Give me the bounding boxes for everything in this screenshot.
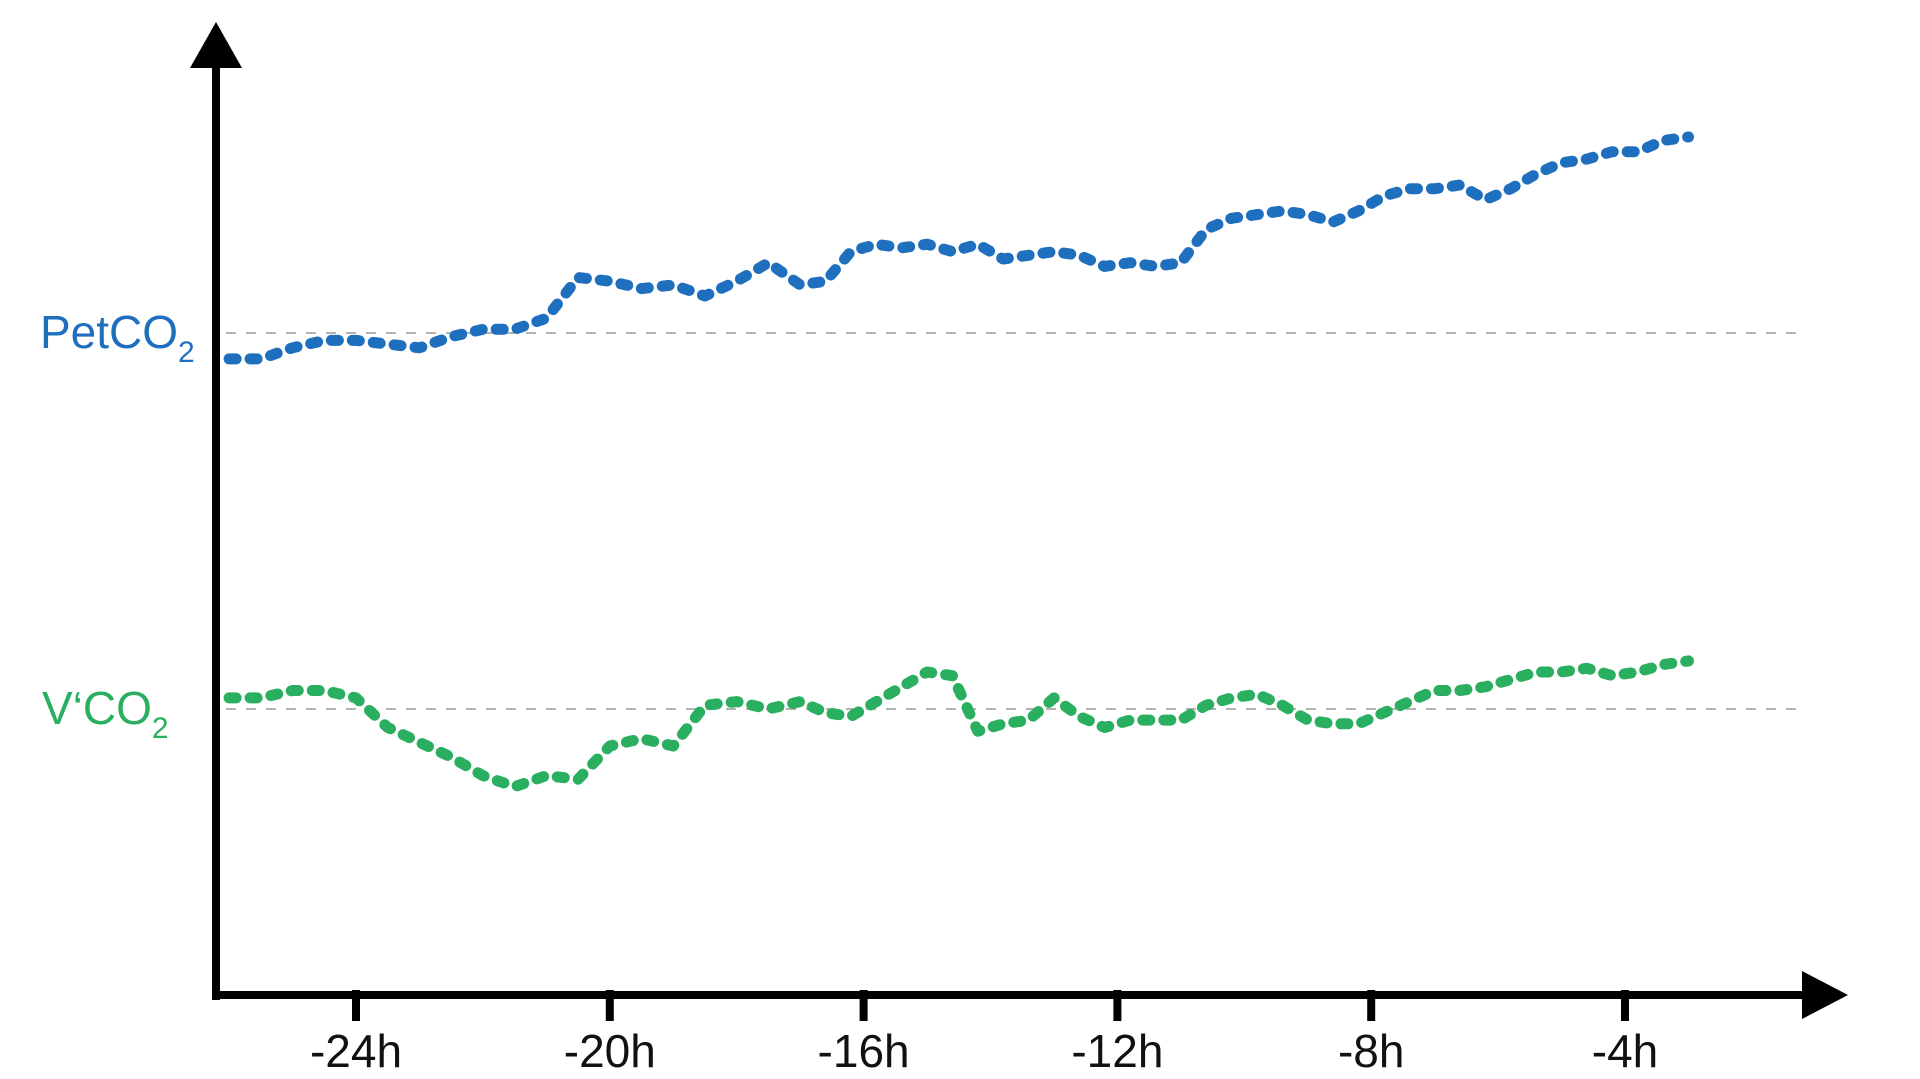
x-tick-label: -12h	[1071, 1025, 1163, 1077]
series-line-petco2	[223, 131, 1694, 365]
series-label-main: PetCO	[40, 306, 178, 358]
x-tick-label: -20h	[564, 1025, 656, 1077]
reference-lines	[226, 332, 1800, 710]
x-tick-label: -24h	[310, 1025, 402, 1077]
series-label-main: V‘CO	[42, 682, 152, 734]
series-label-subscript: 2	[178, 336, 195, 369]
series-layer	[223, 131, 1694, 793]
x-ticks: -24h -20h -16h -12h -8h -4h	[310, 990, 1658, 1077]
x-tick-label: -4h	[1592, 1025, 1658, 1077]
x-tick-label: -16h	[818, 1025, 910, 1077]
x-axis-arrowhead	[1802, 971, 1848, 1019]
x-tick-label: -8h	[1338, 1025, 1404, 1077]
series-label-vco2: V‘CO2	[42, 682, 169, 745]
series-label-petco2: PetCO2	[40, 306, 195, 369]
axes	[190, 22, 1848, 1019]
series-label-subscript: 2	[152, 712, 169, 745]
y-axis-arrowhead	[190, 22, 242, 68]
series-line-vco2	[223, 655, 1694, 793]
